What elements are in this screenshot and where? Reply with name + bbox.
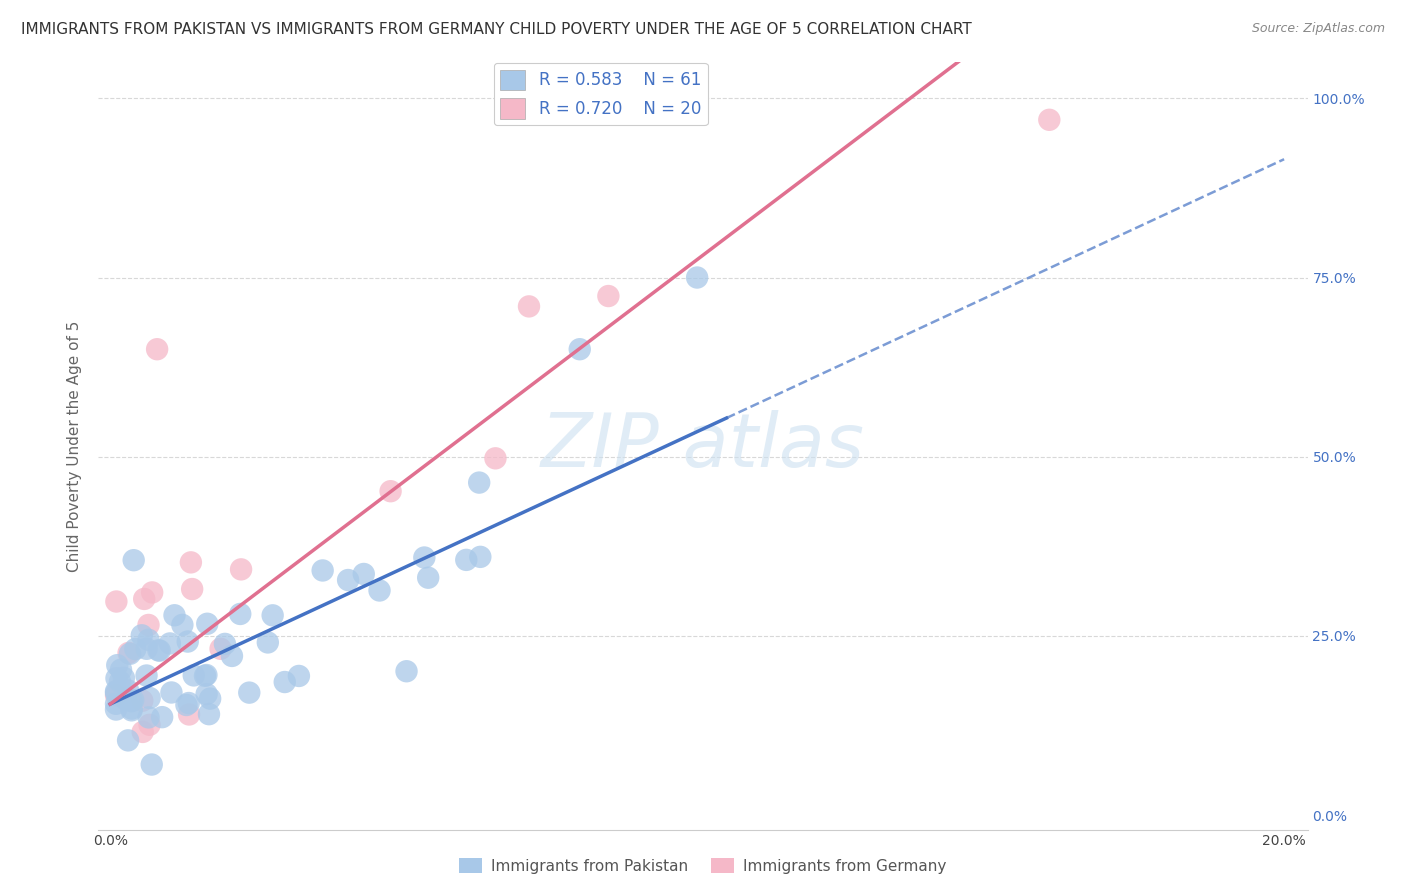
Legend: Immigrants from Pakistan, Immigrants from Germany: Immigrants from Pakistan, Immigrants fro…	[453, 852, 953, 880]
Point	[138, 618, 160, 632]
Text: ZIP atlas: ZIP atlas	[541, 410, 865, 482]
Point	[177, 634, 200, 648]
Point	[159, 636, 181, 650]
Point	[163, 608, 186, 623]
Point	[138, 690, 160, 705]
Point	[110, 663, 132, 677]
Point	[288, 669, 311, 683]
Point	[198, 707, 221, 722]
Point	[121, 701, 143, 715]
Point	[262, 608, 284, 623]
Point	[198, 691, 221, 706]
Point	[172, 618, 194, 632]
Point	[112, 671, 135, 685]
Point	[134, 591, 156, 606]
Text: Source: ZipAtlas.com: Source: ZipAtlas.com	[1251, 22, 1385, 36]
Point	[177, 707, 200, 722]
Point	[138, 710, 160, 724]
Point	[337, 573, 360, 587]
Point	[131, 694, 153, 708]
Point	[105, 686, 128, 700]
Point	[160, 685, 183, 699]
Point	[135, 668, 157, 682]
Point	[484, 451, 506, 466]
Point	[181, 582, 204, 596]
Point	[131, 725, 153, 739]
Point	[180, 555, 202, 569]
Point	[108, 674, 131, 689]
Point	[195, 616, 218, 631]
Point	[380, 484, 402, 499]
Point	[195, 668, 218, 682]
Point	[105, 658, 128, 673]
Point	[122, 693, 145, 707]
Point	[177, 696, 200, 710]
Point	[468, 475, 491, 490]
Point	[598, 289, 620, 303]
Point	[311, 564, 333, 578]
Point	[176, 698, 198, 712]
Point	[138, 632, 160, 647]
Point	[105, 594, 128, 608]
Point	[138, 718, 160, 732]
Point	[686, 270, 709, 285]
Point	[105, 684, 128, 698]
Point	[353, 566, 375, 581]
Point	[274, 675, 297, 690]
Point	[229, 607, 252, 621]
Point	[115, 692, 138, 706]
Point	[221, 648, 243, 663]
Point	[517, 299, 540, 313]
Point	[238, 685, 260, 699]
Point	[117, 733, 139, 747]
Point	[122, 553, 145, 567]
Point	[105, 671, 128, 685]
Point	[413, 550, 436, 565]
Point	[568, 342, 591, 356]
Point	[105, 697, 128, 711]
Point	[456, 553, 478, 567]
Legend: R = 0.583    N = 61, R = 0.720    N = 20: R = 0.583 N = 61, R = 0.720 N = 20	[494, 63, 707, 126]
Point	[118, 647, 141, 661]
Point	[395, 665, 418, 679]
Point	[418, 571, 440, 585]
Point	[256, 635, 278, 649]
Point	[117, 683, 139, 698]
Point	[105, 702, 128, 716]
Point	[1038, 112, 1060, 127]
Point	[117, 646, 139, 660]
Point	[141, 585, 163, 599]
Text: IMMIGRANTS FROM PAKISTAN VS IMMIGRANTS FROM GERMANY CHILD POVERTY UNDER THE AGE : IMMIGRANTS FROM PAKISTAN VS IMMIGRANTS F…	[21, 22, 972, 37]
Point	[195, 687, 218, 701]
Point	[209, 641, 232, 656]
Point	[183, 668, 205, 682]
Point	[141, 757, 163, 772]
Point	[194, 669, 217, 683]
Point	[148, 643, 170, 657]
Point	[124, 642, 146, 657]
Point	[229, 562, 252, 576]
Point	[135, 641, 157, 656]
Point	[146, 342, 169, 356]
Point	[368, 583, 391, 598]
Point	[214, 637, 236, 651]
Point	[150, 710, 173, 724]
Y-axis label: Child Poverty Under the Age of 5: Child Poverty Under the Age of 5	[67, 320, 83, 572]
Point	[121, 703, 143, 717]
Point	[120, 694, 142, 708]
Point	[131, 628, 153, 642]
Point	[105, 688, 128, 702]
Point	[470, 549, 492, 564]
Point	[149, 643, 172, 657]
